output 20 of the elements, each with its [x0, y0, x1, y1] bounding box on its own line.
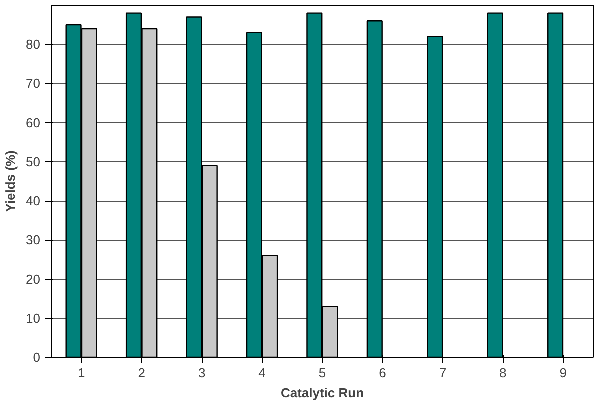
- y-tick-label: 40: [26, 194, 41, 209]
- y-tick-label: 50: [26, 154, 41, 170]
- x-axis-title: Catalytic Run: [280, 386, 364, 400]
- y-tick-label: 60: [26, 115, 41, 130]
- y-tick-label: 20: [26, 272, 41, 287]
- y-axis-title: Yields (%): [3, 150, 18, 212]
- y-tick-label: 30: [26, 232, 41, 248]
- y-tick-label: 70: [26, 76, 41, 92]
- x-tick-label: 2: [138, 366, 146, 380]
- x-tick-label: 6: [379, 366, 386, 380]
- y-tick-label: 0: [33, 350, 41, 365]
- x-tick-label: 8: [500, 366, 507, 380]
- x-tick-label: 7: [439, 366, 447, 380]
- x-tick-label: 5: [318, 366, 326, 380]
- x-tick-label: 1: [78, 366, 86, 380]
- x-tick-label: 3: [198, 366, 206, 380]
- x-tick-label: 4: [258, 366, 266, 380]
- y-tick-label: 10: [26, 310, 41, 326]
- x-tick-label: 9: [560, 366, 568, 380]
- y-tick-label: 80: [26, 37, 41, 52]
